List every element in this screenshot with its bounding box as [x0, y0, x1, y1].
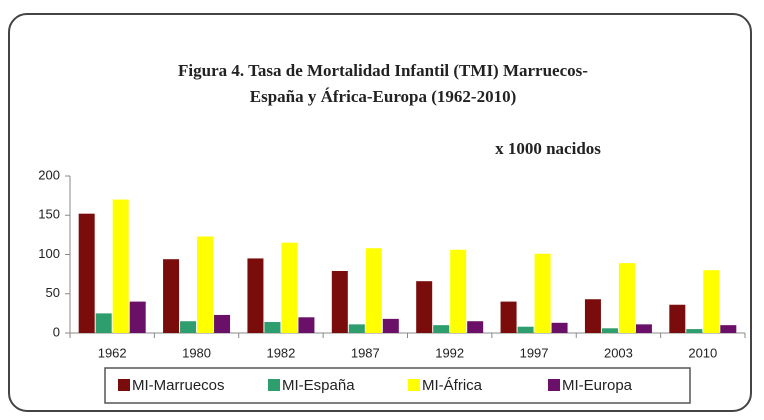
y-tick-label: 100: [38, 246, 60, 261]
chart-title: España y África-Europa (1962-2010): [250, 87, 517, 106]
bar: [95, 313, 112, 333]
bar: [348, 324, 365, 333]
bar: [686, 329, 703, 333]
y-tick-label: 0: [53, 324, 60, 339]
legend-swatch: [408, 379, 420, 391]
bar: [618, 263, 635, 333]
chart-title: Figura 4. Tasa de Mortalidad Infantil (T…: [178, 61, 588, 80]
bar: [112, 199, 129, 333]
legend-label: MI-Marruecos: [132, 377, 225, 394]
bar: [450, 249, 467, 333]
legend-label: MI-África: [422, 377, 483, 394]
x-tick-label: 1962: [98, 345, 127, 360]
bar: [331, 270, 348, 333]
legend-box: [104, 367, 691, 404]
bar: [197, 236, 214, 333]
bar: [584, 299, 601, 333]
bar: [365, 248, 382, 333]
x-tick-label: 1997: [520, 345, 549, 360]
legend-swatch: [118, 379, 130, 391]
bar: [214, 314, 231, 333]
x-tick-label: 2010: [688, 345, 717, 360]
bar: [416, 281, 433, 333]
bar: [601, 328, 618, 333]
bar: [517, 326, 534, 333]
bar: [264, 322, 281, 333]
bar: [703, 270, 720, 333]
y-tick-label: 200: [38, 167, 60, 182]
x-tick-label: 1982: [266, 345, 295, 360]
bar: [534, 253, 551, 333]
y-tick-label: 150: [38, 207, 60, 222]
y-tick-label: 50: [46, 285, 60, 300]
bar: [78, 213, 95, 333]
x-tick-label: 2003: [604, 345, 633, 360]
bar: [180, 321, 197, 333]
bar: [298, 317, 315, 333]
bar: [635, 324, 652, 333]
bar: [382, 318, 399, 333]
legend-swatch: [268, 379, 280, 391]
bar: [129, 301, 146, 333]
bar: [551, 322, 568, 333]
bar: [281, 242, 298, 333]
bar: [433, 325, 450, 333]
bar: [247, 258, 264, 333]
bar: [669, 304, 686, 333]
bar: [467, 321, 484, 333]
legend-label: MI-España: [282, 377, 355, 394]
legend-label: MI-Europa: [562, 377, 633, 394]
bar: [500, 301, 517, 333]
x-tick-label: 1980: [182, 345, 211, 360]
annotation: x 1000 nacidos: [495, 139, 601, 158]
x-tick-label: 1992: [435, 345, 464, 360]
bar: [163, 259, 180, 333]
legend-swatch: [548, 379, 560, 391]
chart-frame: [8, 13, 752, 412]
bar: [720, 325, 737, 333]
x-tick-label: 1987: [351, 345, 380, 360]
